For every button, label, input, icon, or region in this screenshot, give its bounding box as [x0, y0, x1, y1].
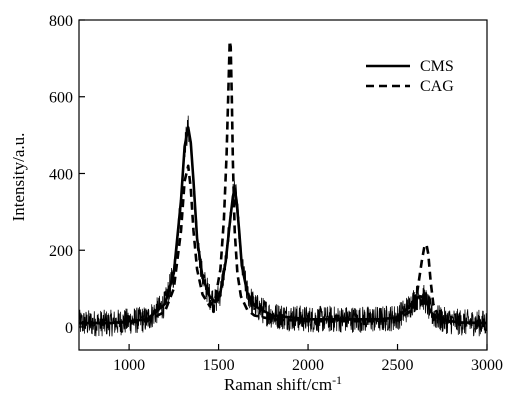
series-line-cag	[79, 39, 488, 325]
series-line-cms	[79, 126, 488, 325]
x-tick-label-1500: 1500	[203, 357, 235, 374]
x-axis-label-sup: -1	[332, 373, 342, 387]
y-tick-label-800: 800	[49, 13, 73, 30]
legend-label-cag: CAG	[420, 78, 454, 95]
x-tick-label-2000: 2000	[292, 357, 324, 374]
y-tick-label-400: 400	[49, 166, 73, 183]
ticks-layer: 1000 1500 2000 2500 3000 0 200 400 600 800	[49, 13, 503, 374]
x-tick-label-2500: 2500	[382, 357, 414, 374]
x-axis-label-main: Raman shift/cm	[224, 375, 332, 394]
y-tick-label-0: 0	[65, 320, 73, 337]
y-tick-label-600: 600	[49, 90, 73, 107]
x-axis-label: Raman shift/cm-1	[224, 373, 342, 394]
legend-label-cms: CMS	[420, 58, 454, 75]
data-layer	[78, 39, 488, 337]
legend: CMS CAG	[366, 58, 454, 95]
x-tick-label-3000: 3000	[471, 357, 503, 374]
plot-frame	[78, 19, 488, 351]
x-tick-label-1000: 1000	[113, 357, 145, 374]
y-tick-label-200: 200	[49, 243, 73, 260]
y-axis-label: Intensity/a.u.	[9, 133, 28, 222]
